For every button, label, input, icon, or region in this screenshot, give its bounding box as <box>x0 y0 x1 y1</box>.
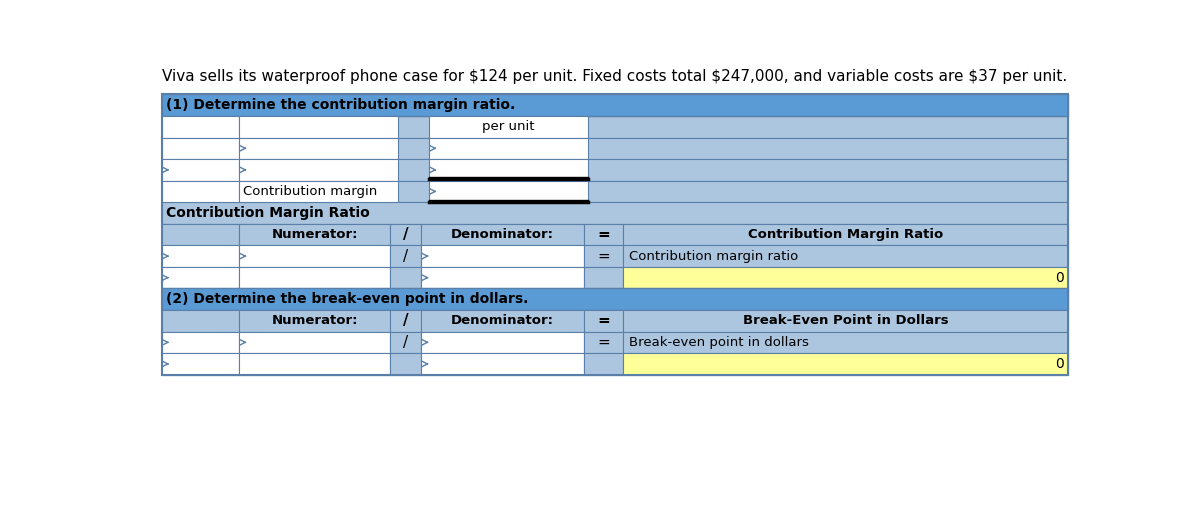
Bar <box>421 267 584 288</box>
Text: /: / <box>403 313 408 328</box>
Text: /: / <box>403 227 408 242</box>
Bar <box>239 353 390 375</box>
Bar <box>421 310 584 332</box>
Text: =: = <box>598 227 610 242</box>
Text: (2) Determine the break-even point in dollars.: (2) Determine the break-even point in do… <box>167 292 529 306</box>
Text: Numerator:: Numerator: <box>271 228 358 241</box>
Bar <box>623 353 1068 375</box>
Bar <box>623 245 1068 267</box>
Bar <box>584 353 623 375</box>
Bar <box>239 224 390 245</box>
Bar <box>584 310 623 332</box>
Bar <box>623 224 1068 245</box>
Bar <box>430 159 588 181</box>
Text: Contribution Margin Ratio: Contribution Margin Ratio <box>167 206 370 220</box>
Bar <box>623 267 1068 288</box>
Bar <box>162 224 239 245</box>
Bar <box>162 310 239 332</box>
Bar <box>162 181 1068 202</box>
Bar <box>421 332 584 353</box>
Text: /: / <box>403 335 408 350</box>
Bar <box>162 137 1068 159</box>
Text: (1) Determine the contribution margin ratio.: (1) Determine the contribution margin ra… <box>167 98 516 112</box>
Text: Break-Even Point in Dollars: Break-Even Point in Dollars <box>743 314 948 328</box>
Bar <box>162 288 1068 310</box>
Text: =: = <box>598 313 610 328</box>
Bar <box>390 332 421 353</box>
Bar <box>162 245 1068 267</box>
Text: Contribution margin ratio: Contribution margin ratio <box>629 250 798 262</box>
Bar <box>162 353 239 375</box>
Bar <box>390 267 421 288</box>
Bar <box>162 267 1068 288</box>
Bar <box>162 224 1068 245</box>
Bar <box>162 267 239 288</box>
Bar <box>623 310 1068 332</box>
Text: Break-even point in dollars: Break-even point in dollars <box>629 336 809 349</box>
Text: =: = <box>598 335 610 350</box>
Text: Contribution Margin Ratio: Contribution Margin Ratio <box>748 228 943 241</box>
Bar <box>162 353 1068 375</box>
Bar <box>162 332 239 353</box>
Bar <box>584 224 623 245</box>
Text: Contribution margin: Contribution margin <box>242 185 377 198</box>
Bar <box>390 353 421 375</box>
Bar <box>584 267 623 288</box>
Bar <box>162 159 1068 181</box>
Bar <box>623 332 1068 353</box>
Bar <box>239 181 398 202</box>
Bar <box>421 245 584 267</box>
Bar <box>162 310 1068 332</box>
Bar <box>162 94 1068 375</box>
Bar <box>162 202 1068 224</box>
Bar <box>421 353 584 375</box>
Text: /: / <box>403 249 408 263</box>
Bar <box>162 94 1068 116</box>
Text: per unit: per unit <box>482 120 535 133</box>
Bar <box>162 116 1068 137</box>
Bar <box>239 137 398 159</box>
Bar <box>162 116 239 137</box>
Bar <box>162 332 1068 353</box>
Text: =: = <box>598 249 610 263</box>
Bar <box>239 310 390 332</box>
Bar <box>390 245 421 267</box>
Text: Denominator:: Denominator: <box>451 314 554 328</box>
Bar <box>430 116 588 137</box>
Bar <box>239 159 398 181</box>
Bar <box>390 224 421 245</box>
Bar <box>239 245 390 267</box>
Bar <box>239 116 398 137</box>
Text: 0: 0 <box>1055 271 1063 285</box>
Bar <box>162 245 239 267</box>
Bar <box>162 159 239 181</box>
Text: Viva sells its waterproof phone case for $124 per unit. Fixed costs total $247,0: Viva sells its waterproof phone case for… <box>162 69 1067 84</box>
Bar <box>430 137 588 159</box>
Bar <box>421 224 584 245</box>
Bar <box>162 181 239 202</box>
Bar <box>584 332 623 353</box>
Bar <box>162 137 239 159</box>
Bar <box>239 267 390 288</box>
Bar <box>430 181 588 202</box>
Text: 0: 0 <box>1055 357 1063 371</box>
Bar <box>239 332 390 353</box>
Bar <box>584 245 623 267</box>
Bar <box>390 310 421 332</box>
Text: Denominator:: Denominator: <box>451 228 554 241</box>
Text: Numerator:: Numerator: <box>271 314 358 328</box>
